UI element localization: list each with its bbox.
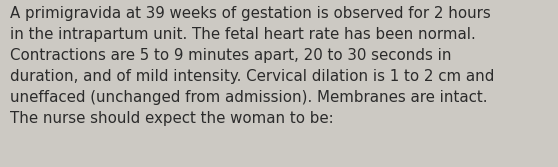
Text: A primigravida at 39 weeks of gestation is observed for 2 hours
in the intrapart: A primigravida at 39 weeks of gestation … [10, 6, 494, 126]
